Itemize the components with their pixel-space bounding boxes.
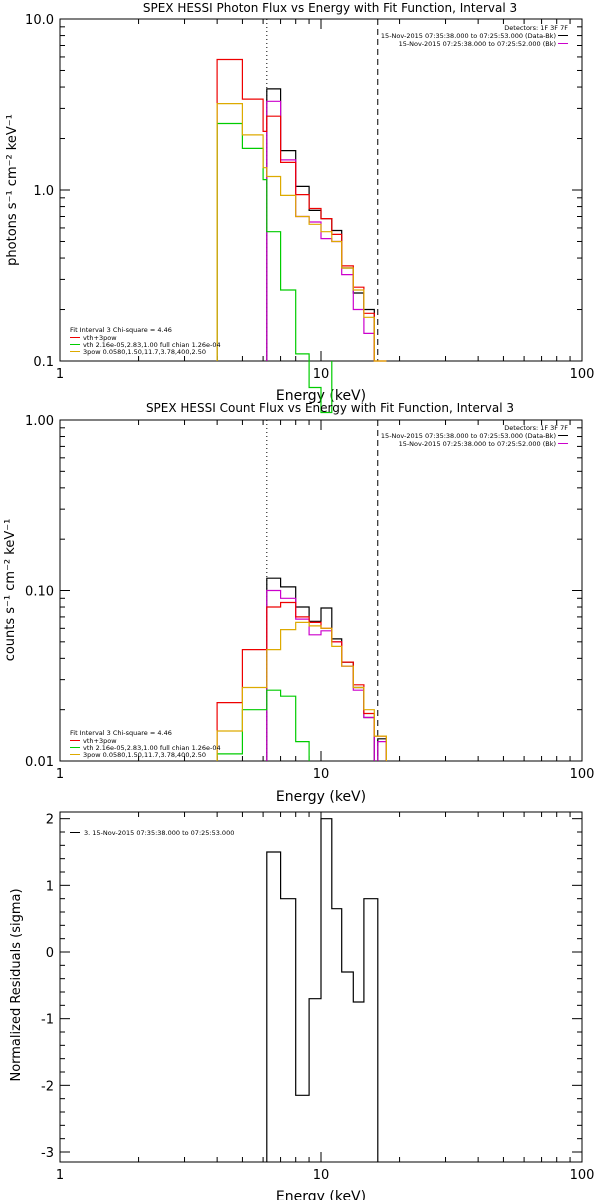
panel2-legend-bk: 15-Nov-2015 07:25:38.000 to 07:25:52.000… [399, 440, 556, 448]
panel2-legend-data: 15-Nov-2015 07:35:38.000 to 07:25:53.000… [381, 432, 556, 440]
y-tick-label: 1.0 [33, 184, 54, 199]
panel2-series [216, 577, 387, 761]
panel3-axes-ticks: 1 10 100 -3 -2 -1 0 1 2 [41, 812, 594, 1183]
y-tick-label: -2 [41, 1079, 54, 1094]
histogram-series-0 [266, 818, 379, 1162]
panel3-legend-label: 3. 15-Nov-2015 07:35:38.000 to 07:25:53.… [84, 829, 234, 837]
x-tick-label: 10 [313, 1168, 330, 1183]
panel2-legend-green: vth 2.16e-05,2.83,1.00 full chian 1.26e-… [83, 744, 221, 752]
panel1-legend-detectors: Detectors: 1F 3F 7F [504, 24, 568, 32]
panel1-legend-bk: 15-Nov-2015 07:25:38.000 to 07:25:52.000… [399, 40, 556, 48]
panel1-legend-data: 15-Nov-2015 07:35:38.000 to 07:25:53.000… [381, 32, 556, 40]
panel2-legend-detectors: Detectors: 1F 3F 7F [504, 424, 568, 432]
panel1-legend-green: vth 2.16e-05,2.83,1.00 full chian 1.26e-… [83, 341, 221, 349]
histogram-series-3 [216, 689, 310, 761]
x-tick-label: 10 [313, 767, 330, 782]
histogram-series-1 [266, 100, 375, 361]
y-tick-label: 1.00 [25, 414, 54, 429]
panel2-legend-bottom-left: Fit Interval 3 Chi-square = 4.46 vth+3po… [70, 729, 221, 759]
panel1-legend-yellow: 3pow 0.0580,1.50,11.7,3.78,400,2.50 [83, 348, 206, 356]
x-tick-label: 1 [56, 1168, 64, 1183]
y-tick-label: 0.01 [25, 755, 54, 770]
y-tick-label: 0 [46, 946, 54, 961]
x-tick-label: 100 [570, 367, 595, 382]
panel2-title: SPEX HESSI Count Flux vs Energy with Fit… [146, 401, 514, 415]
panel1-legend-bottom-left: Fit Interval 3 Chi-square = 4.46 vth+3po… [70, 326, 221, 356]
panel2-axes-ticks: 1 10 100 0.01 0.10 1.00 [25, 414, 594, 782]
panel2-ylabel: counts s⁻¹ cm⁻² keV⁻¹ [3, 519, 18, 662]
x-tick-label: 1 [56, 367, 64, 382]
panel3-ylabel: Normalized Residuals (sigma) [9, 888, 24, 1081]
panel1-ylabel: photons s⁻¹ cm⁻² keV⁻¹ [5, 114, 20, 266]
x-tick-label: 10 [313, 367, 330, 382]
panel1-axes-ticks: 1 10 100 0.1 1.0 10.0 [25, 13, 594, 382]
y-tick-label: -1 [41, 1013, 54, 1028]
panel2-reference-lines [266, 420, 379, 761]
histogram-series-1 [266, 589, 387, 761]
histogram-series-3 [216, 122, 333, 414]
histogram-series-4 [216, 621, 387, 761]
histogram-series-4 [216, 103, 387, 362]
panel1-plot-frame [59, 18, 583, 362]
y-tick-label: 2 [46, 813, 54, 828]
panel1-title: SPEX HESSI Photon Flux vs Energy with Fi… [143, 1, 517, 15]
panel1-series [216, 58, 387, 414]
histogram-series-0 [266, 577, 387, 761]
panel1-legend-fit: Fit Interval 3 Chi-square = 4.46 [70, 326, 172, 334]
y-tick-label: 10.0 [25, 13, 54, 28]
histogram-series-2 [216, 58, 387, 362]
panel2-xlabel: Energy (keV) [276, 789, 366, 805]
x-tick-label: 100 [570, 767, 595, 782]
photon-flux-panel: SPEX HESSI Photon Flux vs Energy with Fi… [5, 1, 594, 414]
panel2-legend-top-right: Detectors: 1F 3F 7F 15-Nov-2015 07:35:38… [381, 424, 568, 448]
y-tick-label: 0.10 [25, 585, 54, 600]
y-tick-label: 0.1 [33, 355, 54, 370]
panel1-legend-top-right: Detectors: 1F 3F 7F 15-Nov-2015 07:35:38… [381, 24, 568, 48]
x-tick-label: 1 [56, 767, 64, 782]
count-flux-panel: SPEX HESSI Count Flux vs Energy with Fit… [3, 401, 594, 805]
x-tick-label: 100 [570, 1168, 595, 1183]
y-tick-label: -3 [41, 1146, 54, 1161]
panel3-series [266, 818, 379, 1162]
panel1-legend-red: vth+3pow [83, 334, 117, 342]
panel2-legend-yellow: 3pow 0.0580,1.50,11.7,3.78,400,2.50 [83, 751, 206, 759]
panel2-legend-fit: Fit Interval 3 Chi-square = 4.46 [70, 729, 172, 737]
panel3-xlabel: Energy (keV) [276, 1189, 366, 1200]
y-tick-label: 1 [46, 879, 54, 894]
panel2-legend-red: vth+3pow [83, 737, 117, 745]
panel2-plot-frame [59, 419, 583, 762]
residuals-panel: Energy (keV) Normalized Residuals (sigma… [9, 811, 594, 1200]
